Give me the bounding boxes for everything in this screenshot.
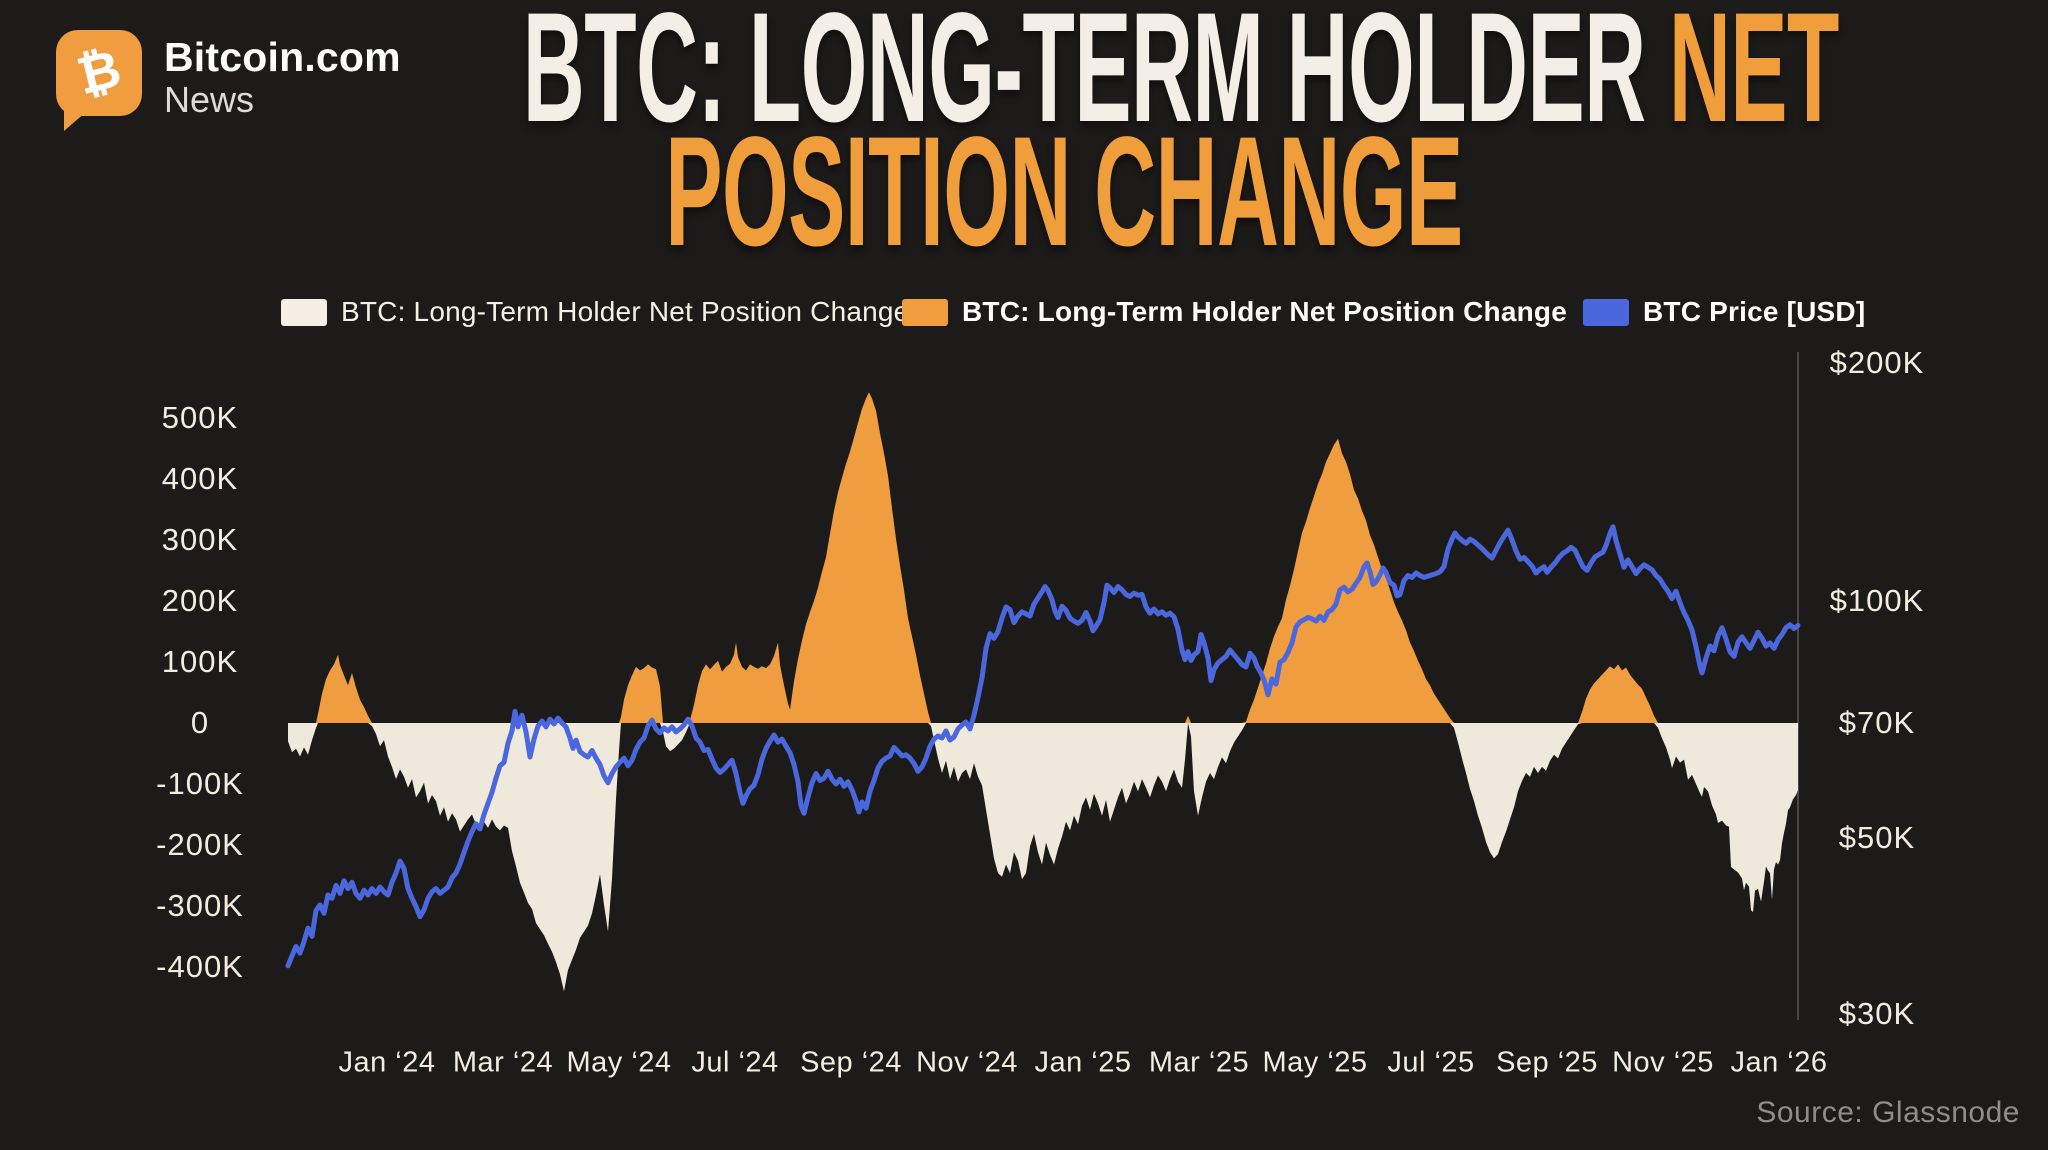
left-axis-tick-100K: 100K	[161, 644, 239, 679]
x-axis-tick-7: Mar ‘25	[1148, 1046, 1250, 1079]
legend-item-net-position-cream: BTC: Long-Term Holder Net Position Chang…	[281, 296, 909, 328]
legend-swatch-cream	[281, 298, 327, 326]
x-axis-tick-8: May ‘25	[1262, 1046, 1368, 1079]
x-axis-tick-12: Jan ‘26	[1730, 1046, 1828, 1079]
left-axis-tick-400K: 400K	[161, 461, 239, 496]
brand-text: Bitcoin.com News	[164, 34, 401, 121]
legend-swatch-orange	[902, 298, 948, 326]
x-axis-tick-10: Sep ‘25	[1496, 1046, 1598, 1079]
x-axis-tick-4: Sep ‘24	[800, 1046, 902, 1079]
legend-swatch-blue	[1583, 298, 1629, 326]
right-axis-tick-100K: $100K	[1829, 582, 1925, 618]
legend-item-btc-price: BTC Price [USD]	[1583, 296, 1865, 328]
left-axis-tick--400K: -400K	[156, 949, 244, 984]
right-axis-tick-50K: $50K	[1838, 820, 1916, 856]
net-position-area-positive	[288, 392, 1798, 723]
right-axis-tick-30K: $30K	[1838, 995, 1916, 1031]
right-axis-tick-200K: $200K	[1829, 344, 1925, 380]
x-axis-tick-5: Nov ‘24	[916, 1046, 1018, 1079]
left-axis-tick-500K: 500K	[161, 400, 239, 435]
right-axis-tick-70K: $70K	[1838, 705, 1916, 740]
left-axis-tick--300K: -300K	[156, 888, 244, 923]
bitcoin-com-news-logo: ₿ Bitcoin.com News	[56, 30, 401, 131]
x-axis-tick-0: Jan ‘24	[338, 1046, 436, 1079]
x-axis-tick-2: May ‘24	[566, 1046, 672, 1079]
x-axis-tick-6: Jan ‘25	[1034, 1046, 1132, 1079]
x-axis-tick-1: Mar ‘24	[452, 1046, 554, 1079]
btc-price-line	[285, 524, 1801, 969]
brand-subtitle: News	[164, 79, 255, 121]
net-position-area-negative	[288, 723, 1798, 992]
left-axis-tick-200K: 200K	[161, 583, 239, 618]
speech-bubble-tail	[64, 105, 94, 131]
legend-label-net-position-orange: BTC: Long-Term Holder Net Position Chang…	[962, 296, 1568, 327]
page-title: BTC: LONG-TERM HOLDER NET POSITION CHANG…	[80, 0, 2048, 279]
title-line1-orange: NET	[1668, 0, 1839, 155]
legend-item-net-position-orange: BTC: Long-Term Holder Net Position Chang…	[902, 296, 1567, 328]
title-line-2: POSITION CHANGE	[665, 105, 1463, 279]
legend-label-net-position-cream: BTC: Long-Term Holder Net Position Chang…	[341, 296, 910, 327]
bitcoin-speech-bubble-icon: ₿	[56, 30, 142, 131]
title-line1-white: BTC: LONG-TERM HOLDER	[522, 0, 1669, 155]
left-axis-tick-300K: 300K	[161, 522, 239, 557]
left-axis-tick-0: 0	[190, 705, 210, 740]
x-axis-tick-3: Jul ‘24	[691, 1046, 779, 1079]
x-axis-tick-11: Nov ‘25	[1612, 1046, 1714, 1079]
x-axis-tick-9: Jul ‘25	[1387, 1046, 1475, 1079]
brand-name: Bitcoin.com	[164, 34, 401, 80]
legend-label-btc-price: BTC Price [USD]	[1643, 296, 1866, 327]
left-axis-tick--200K: -200K	[156, 827, 244, 862]
title-line-1: BTC: LONG-TERM HOLDER NET	[523, 0, 1840, 146]
source-attribution: Source: Glassnode	[1756, 1096, 2020, 1129]
left-axis-tick--100K: -100K	[156, 766, 244, 801]
